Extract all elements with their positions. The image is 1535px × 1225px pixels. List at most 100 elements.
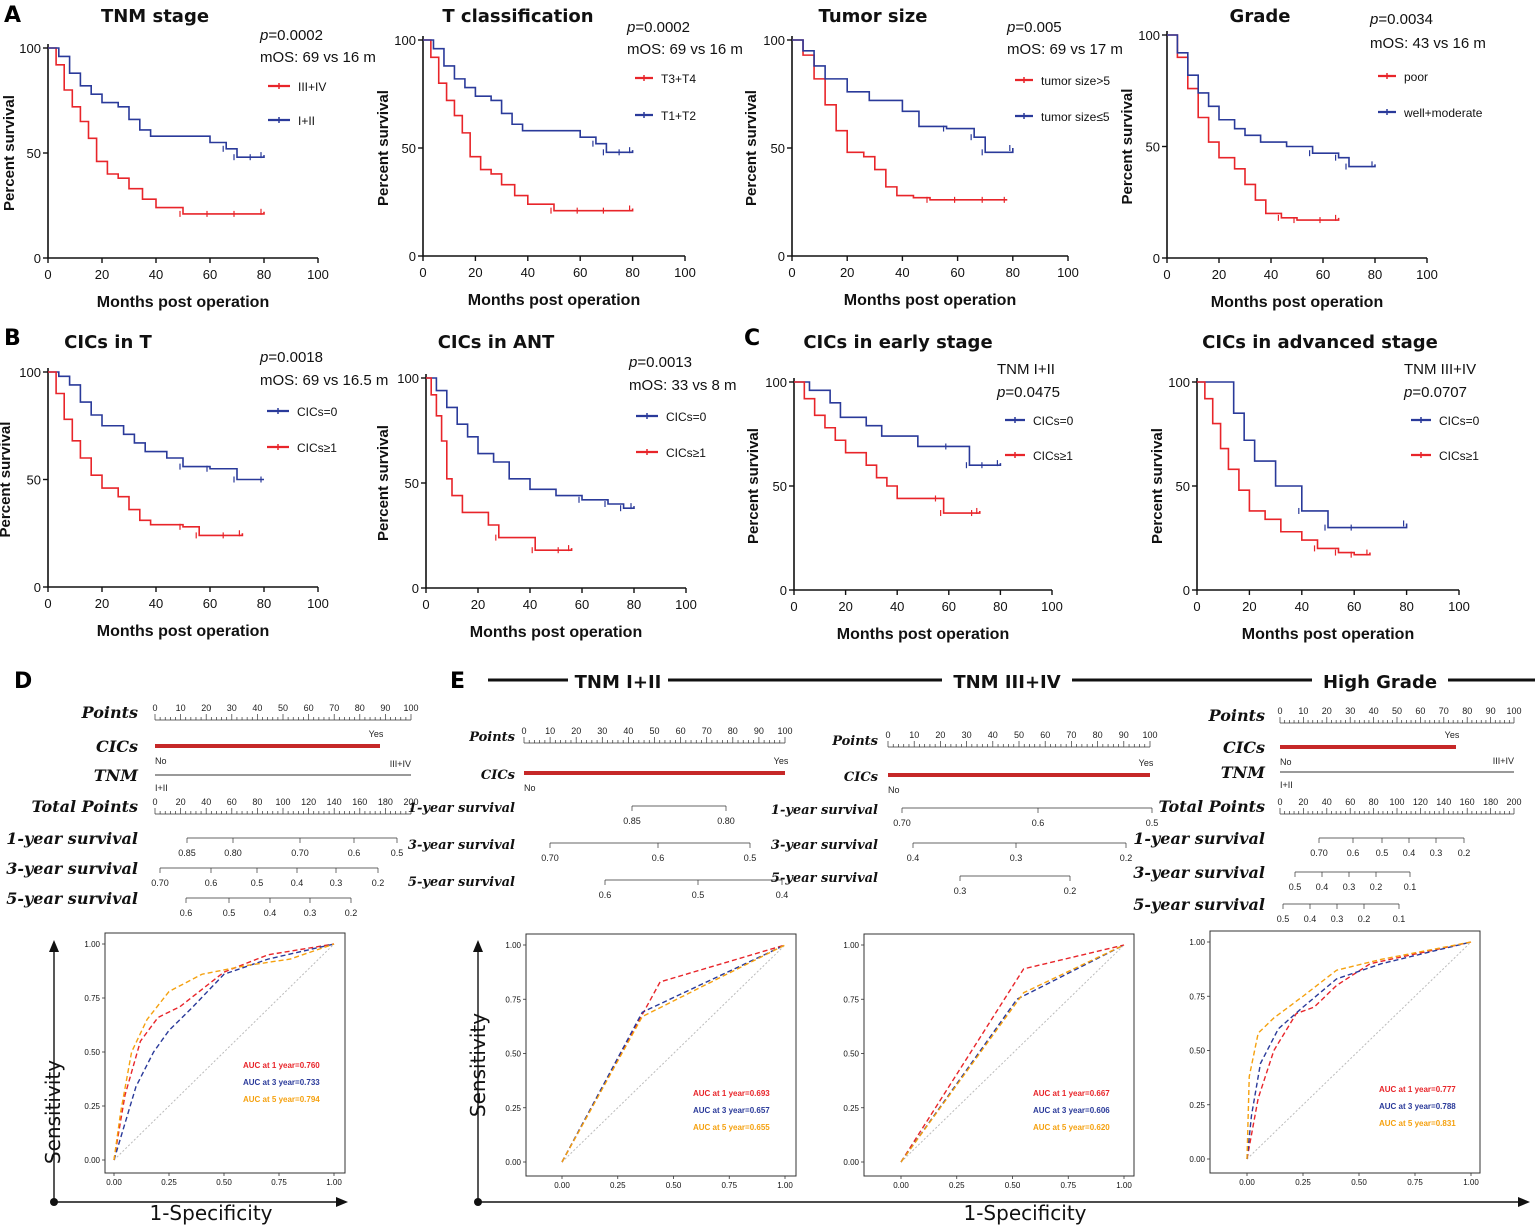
nomo-e2-surv-scale-5-label-1: 0.2: [1064, 886, 1077, 896]
nomo-d-surv-scale-1-label-2: 0.70: [291, 848, 309, 858]
nomo-d-cics-no: No: [155, 756, 167, 766]
e-x-arrowhead: [1518, 1197, 1530, 1207]
a4-ytick-label-0: 0: [1153, 251, 1160, 266]
a3-xtick-label-60: 60: [950, 265, 964, 280]
nomo-e2-points-label: Points: [831, 734, 878, 749]
nomo-d-surv-scale-3-label-1: 0.6: [205, 878, 218, 888]
nomo-e2-points-scale-label-6: 60: [1040, 730, 1050, 740]
nomo-d-points-scale-label-3: 30: [227, 703, 237, 713]
c2-xtick-label-60: 60: [1347, 599, 1361, 614]
e2-roc-xtick-label-2: 0.50: [1005, 1181, 1021, 1190]
nomo-d-points-scale-label-4: 40: [252, 703, 262, 713]
nomo-e3-points-scale-label-9: 90: [1486, 706, 1496, 716]
e1-roc-xtick-label-2: 0.50: [666, 1181, 682, 1190]
nomo-d-points-scale-label-8: 80: [355, 703, 365, 713]
a3-stat-p-value: =0.005: [1015, 19, 1061, 36]
nomo-e3-points-scale-label-8: 80: [1462, 706, 1472, 716]
nomo-d-points-scale-label-1: 10: [176, 703, 186, 713]
d-roc-xlabel: 1-Specificity: [149, 1201, 272, 1225]
a3-series-tumor-size-5-line: [792, 39, 1014, 154]
a1-stat-2: mOS: 69 vs 16 m: [260, 49, 376, 66]
b1-series-cics-1-line: [48, 371, 244, 537]
nomo-d-total-scale-label-5: 100: [275, 797, 290, 807]
e1-roc-ytick-label-0: 0.00: [505, 1158, 521, 1167]
d-roc-curve-1: [113, 943, 335, 1161]
e-head-tnm-iii-iv: TNM III+IV: [953, 672, 1060, 693]
nomo-d-tnm-i-ii: I+II: [155, 783, 168, 793]
nomo-e2-points-scale-label-8: 80: [1093, 730, 1103, 740]
d-roc-ytick-label-4: 1.00: [84, 940, 100, 949]
b2-series-cics-0-line: [426, 377, 635, 509]
nomo-e1-points-scale-label-8: 80: [728, 726, 738, 736]
nomo-e1-points-scale-label-5: 50: [649, 726, 659, 736]
nomo-e3-surv-scale-5-label-2: 0.3: [1331, 914, 1344, 924]
a4-stat-2: mOS: 43 vs 16 m: [1370, 35, 1486, 52]
nomo-d-total-label: Total Points: [31, 797, 138, 816]
a1-xtick-label-60: 60: [203, 267, 217, 282]
b1-stat-1: p=0.0018: [259, 349, 323, 366]
a3-legend-label-tumor-size-5: tumor size≤5: [1041, 110, 1110, 124]
c2-legend-label-cics-1: CICs≥1: [1439, 449, 1479, 463]
b1-xtick-label-80: 80: [257, 596, 271, 611]
b1-ytick-label-100: 100: [19, 365, 41, 380]
d-roc-xtick-label-3: 0.75: [271, 1178, 287, 1187]
e-header: TNM I+II TNM III+IV High Grade: [488, 672, 1535, 693]
nomo-e1-points-scale-label-6: 60: [676, 726, 686, 736]
c1-xtick-label-80: 80: [993, 599, 1007, 614]
nomo-e3-total-scale-label-1: 20: [1298, 797, 1308, 807]
a1-legend-label-iii-iv: III+IV: [298, 80, 326, 94]
e2-roc-frame: [863, 933, 1135, 1177]
nomo-e3-surv-scale-5-label-3: 0.2: [1358, 914, 1371, 924]
panel-label-b: B: [4, 326, 21, 351]
nomo-e3-points-scale-label-7: 70: [1439, 706, 1449, 716]
b2-xtick-label-20: 20: [471, 597, 485, 612]
c2-stat-1: TNM III+IV: [1404, 361, 1476, 378]
nomo-e3-surv-scale-5-label-0: 0.5: [1277, 914, 1290, 924]
nomo-e3-surv-label-3: 3-year survival: [1133, 863, 1265, 882]
e-head-high-grade: High Grade: [1323, 672, 1437, 693]
e2-roc-ytick-label-4: 1.00: [843, 941, 859, 950]
e2-roc-auc-label-2: AUC at 3 year=0.606: [1033, 1106, 1110, 1115]
nomo-d-surv-scale-5-label-0: 0.6: [180, 908, 193, 918]
nomo-e3-surv-scale-1-label-3: 0.4: [1403, 848, 1416, 858]
e3-roc-ytick-label-4: 1.00: [1189, 938, 1205, 947]
nomo-e3-cics-no: No: [1280, 757, 1292, 767]
b1-xtick-label-60: 60: [203, 596, 217, 611]
c1-xtick-label-40: 40: [890, 599, 904, 614]
e3-roc-curve-1: [1246, 941, 1472, 1160]
nomo-e2-surv-scale-5-label-0: 0.3: [954, 886, 967, 896]
nomo-e1-surv-label-1: 1-year survival: [408, 801, 515, 816]
nomo-e2-cics-label: CICs: [844, 770, 879, 785]
a2-stat-p-symbol: p: [626, 19, 635, 36]
nomo-e3-points-scale-label-5: 50: [1392, 706, 1402, 716]
e1-roc-xtick-label-3: 0.75: [721, 1181, 737, 1190]
b1-stat-2: mOS: 69 vs 16.5 m: [260, 372, 388, 389]
c2-ylabel: Percent survival: [1149, 428, 1166, 544]
a1-xtick-label-80: 80: [257, 267, 271, 282]
nomo-e2-points-scale-label-10: 100: [1142, 730, 1157, 740]
c2-ytick-label-50: 50: [1176, 479, 1190, 494]
d-roc-curve-2: [113, 943, 335, 1161]
b2-stat-1: p=0.0013: [628, 354, 692, 371]
nomo-e3-tnm-iii-iv: III+IV: [1493, 756, 1514, 766]
d-x-arrowhead: [336, 1197, 348, 1207]
c2-ytick-label-100: 100: [1168, 375, 1190, 390]
nomo-e1-points-scale-label-2: 20: [571, 726, 581, 736]
a1-stat-p-symbol: p: [259, 27, 268, 44]
d-y-arrowhead: [49, 940, 59, 952]
a4-stat-p-symbol: p: [1369, 11, 1378, 28]
nomo-e1-cics-yes: Yes: [774, 756, 789, 766]
e2-roc-xtick-label-1: 0.25: [949, 1181, 965, 1190]
b2-stat-p-symbol: p: [628, 354, 637, 371]
nomo-e3-total-scale-label-8: 160: [1460, 797, 1475, 807]
nomo-e1-surv-scale-5-label-2: 0.4: [776, 890, 789, 900]
c1-series-cics-0-line: [794, 381, 1002, 466]
a4-stat-p-value: =0.0034: [1378, 11, 1433, 28]
nomo-e3-points-scale-label-2: 20: [1322, 706, 1332, 716]
e1-roc-auc-label-2: AUC at 3 year=0.657: [693, 1106, 770, 1115]
e3-roc-xtick-label-2: 0.50: [1351, 1178, 1367, 1187]
km-panel-cics-in-ant: 0 20 40 60 80 100 0 50 100 Months post operation P…: [375, 332, 737, 641]
nomo-e2-surv-scale-1-label-1: 0.6: [1032, 818, 1045, 828]
b2-xtick-label-80: 80: [627, 597, 641, 612]
